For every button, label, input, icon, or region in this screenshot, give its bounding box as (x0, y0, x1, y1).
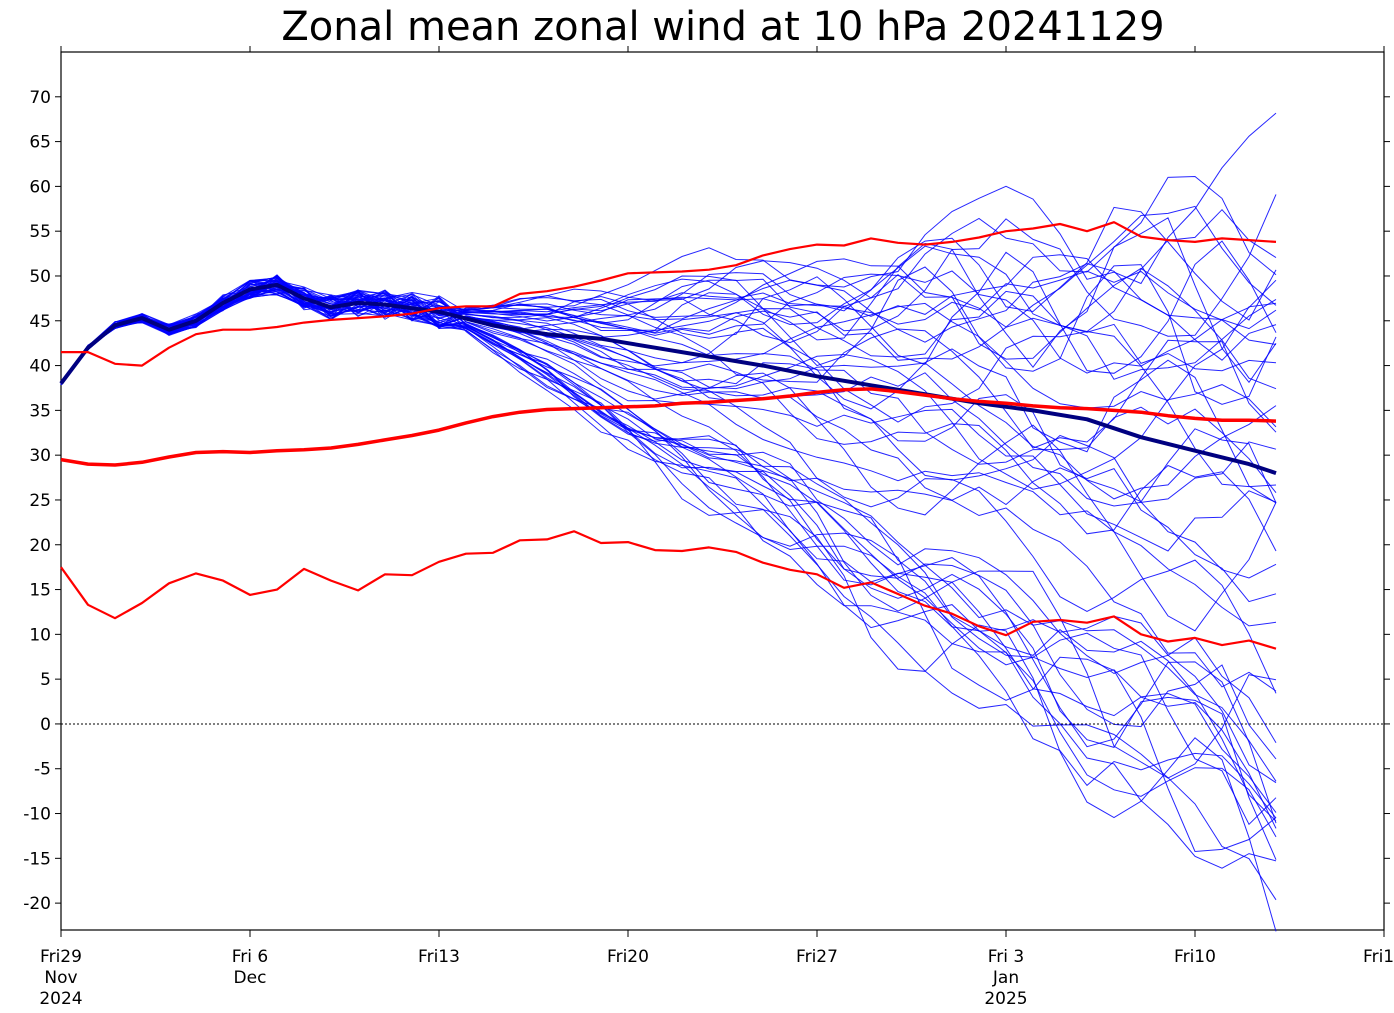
ensemble-member-line (60, 279, 1277, 552)
y-tick-label: 10 (29, 625, 51, 645)
x-tick-label: Jan (992, 968, 1019, 988)
series-line-2 (61, 221, 1277, 367)
ensemble-member-line (60, 275, 1277, 579)
ensemble-member-line (60, 280, 1277, 449)
ensemble-member-line (60, 288, 1277, 488)
ensemble-member-line (60, 283, 1277, 813)
x-tick-label: Dec (234, 968, 267, 988)
ensemble-member-line (60, 276, 1277, 504)
y-tick-label: -15 (23, 849, 51, 869)
series-layer (59, 221, 1277, 650)
ensemble-member-line (60, 284, 1277, 869)
ensemble-member-line (60, 112, 1277, 383)
ensemble-layer (60, 112, 1277, 932)
y-tick-label: -20 (23, 894, 51, 914)
x-tick-label: 2024 (39, 989, 82, 1009)
y-tick-label: 20 (29, 536, 51, 556)
y-tick-label: 25 (29, 491, 51, 511)
y-tick-label: 0 (40, 715, 51, 735)
x-tick-label: Fri27 (796, 947, 838, 967)
y-tick-label: 40 (29, 357, 51, 377)
x-tick-label: Fri13 (418, 947, 460, 967)
ensemble-member-line (60, 240, 1277, 383)
x-tick-label: Fri 6 (232, 947, 268, 967)
x-tick-label: Fri17 (1363, 947, 1394, 967)
ensemble-member-line (60, 284, 1277, 838)
x-tick-label: Nov (44, 968, 77, 988)
ensemble-member-line (60, 278, 1277, 901)
x-tick-label: Fri20 (607, 947, 649, 967)
y-tick-label: 55 (29, 222, 51, 242)
y-tick-label: 70 (29, 88, 51, 108)
ensemble-member-line (60, 282, 1277, 743)
y-tick-label: 35 (29, 401, 51, 421)
ensemble-member-line (60, 283, 1277, 826)
y-tick-label: 50 (29, 267, 51, 287)
x-tick-label: 2025 (984, 989, 1027, 1009)
ensemble-member-line (60, 290, 1277, 494)
ensemble-member-line (60, 282, 1277, 779)
series-line-3 (60, 530, 1277, 650)
y-tick-label: 30 (29, 446, 51, 466)
x-tick-label: Fri10 (1174, 947, 1216, 967)
y-tick-label: 65 (29, 133, 51, 153)
x-tick-label: Fri29 (40, 947, 82, 967)
ensemble-member-line (60, 279, 1277, 860)
y-tick-label: -10 (23, 805, 51, 825)
y-tick-label: 45 (29, 312, 51, 332)
ensemble-member-line (60, 294, 1277, 694)
plot-frame (60, 51, 1385, 931)
ensemble-member-line (60, 263, 1277, 385)
y-tick-label: 15 (29, 581, 51, 601)
ensemble-member-line (60, 254, 1277, 385)
ensemble-member-line (60, 293, 1277, 500)
series-line-1 (60, 387, 1277, 467)
ensemble-member-line (60, 288, 1277, 632)
chart-title: Zonal mean zonal wind at 10 hPa 20241129 (281, 4, 1164, 50)
y-tick-label: 60 (29, 177, 51, 197)
y-tick-label: -5 (34, 760, 51, 780)
y-tick-label: 5 (40, 670, 51, 690)
ensemble-member-line (60, 274, 1277, 853)
ensemble-member-line (60, 277, 1277, 819)
series-line-0 (59, 282, 1277, 475)
x-tick-label: Fri 3 (988, 947, 1024, 967)
